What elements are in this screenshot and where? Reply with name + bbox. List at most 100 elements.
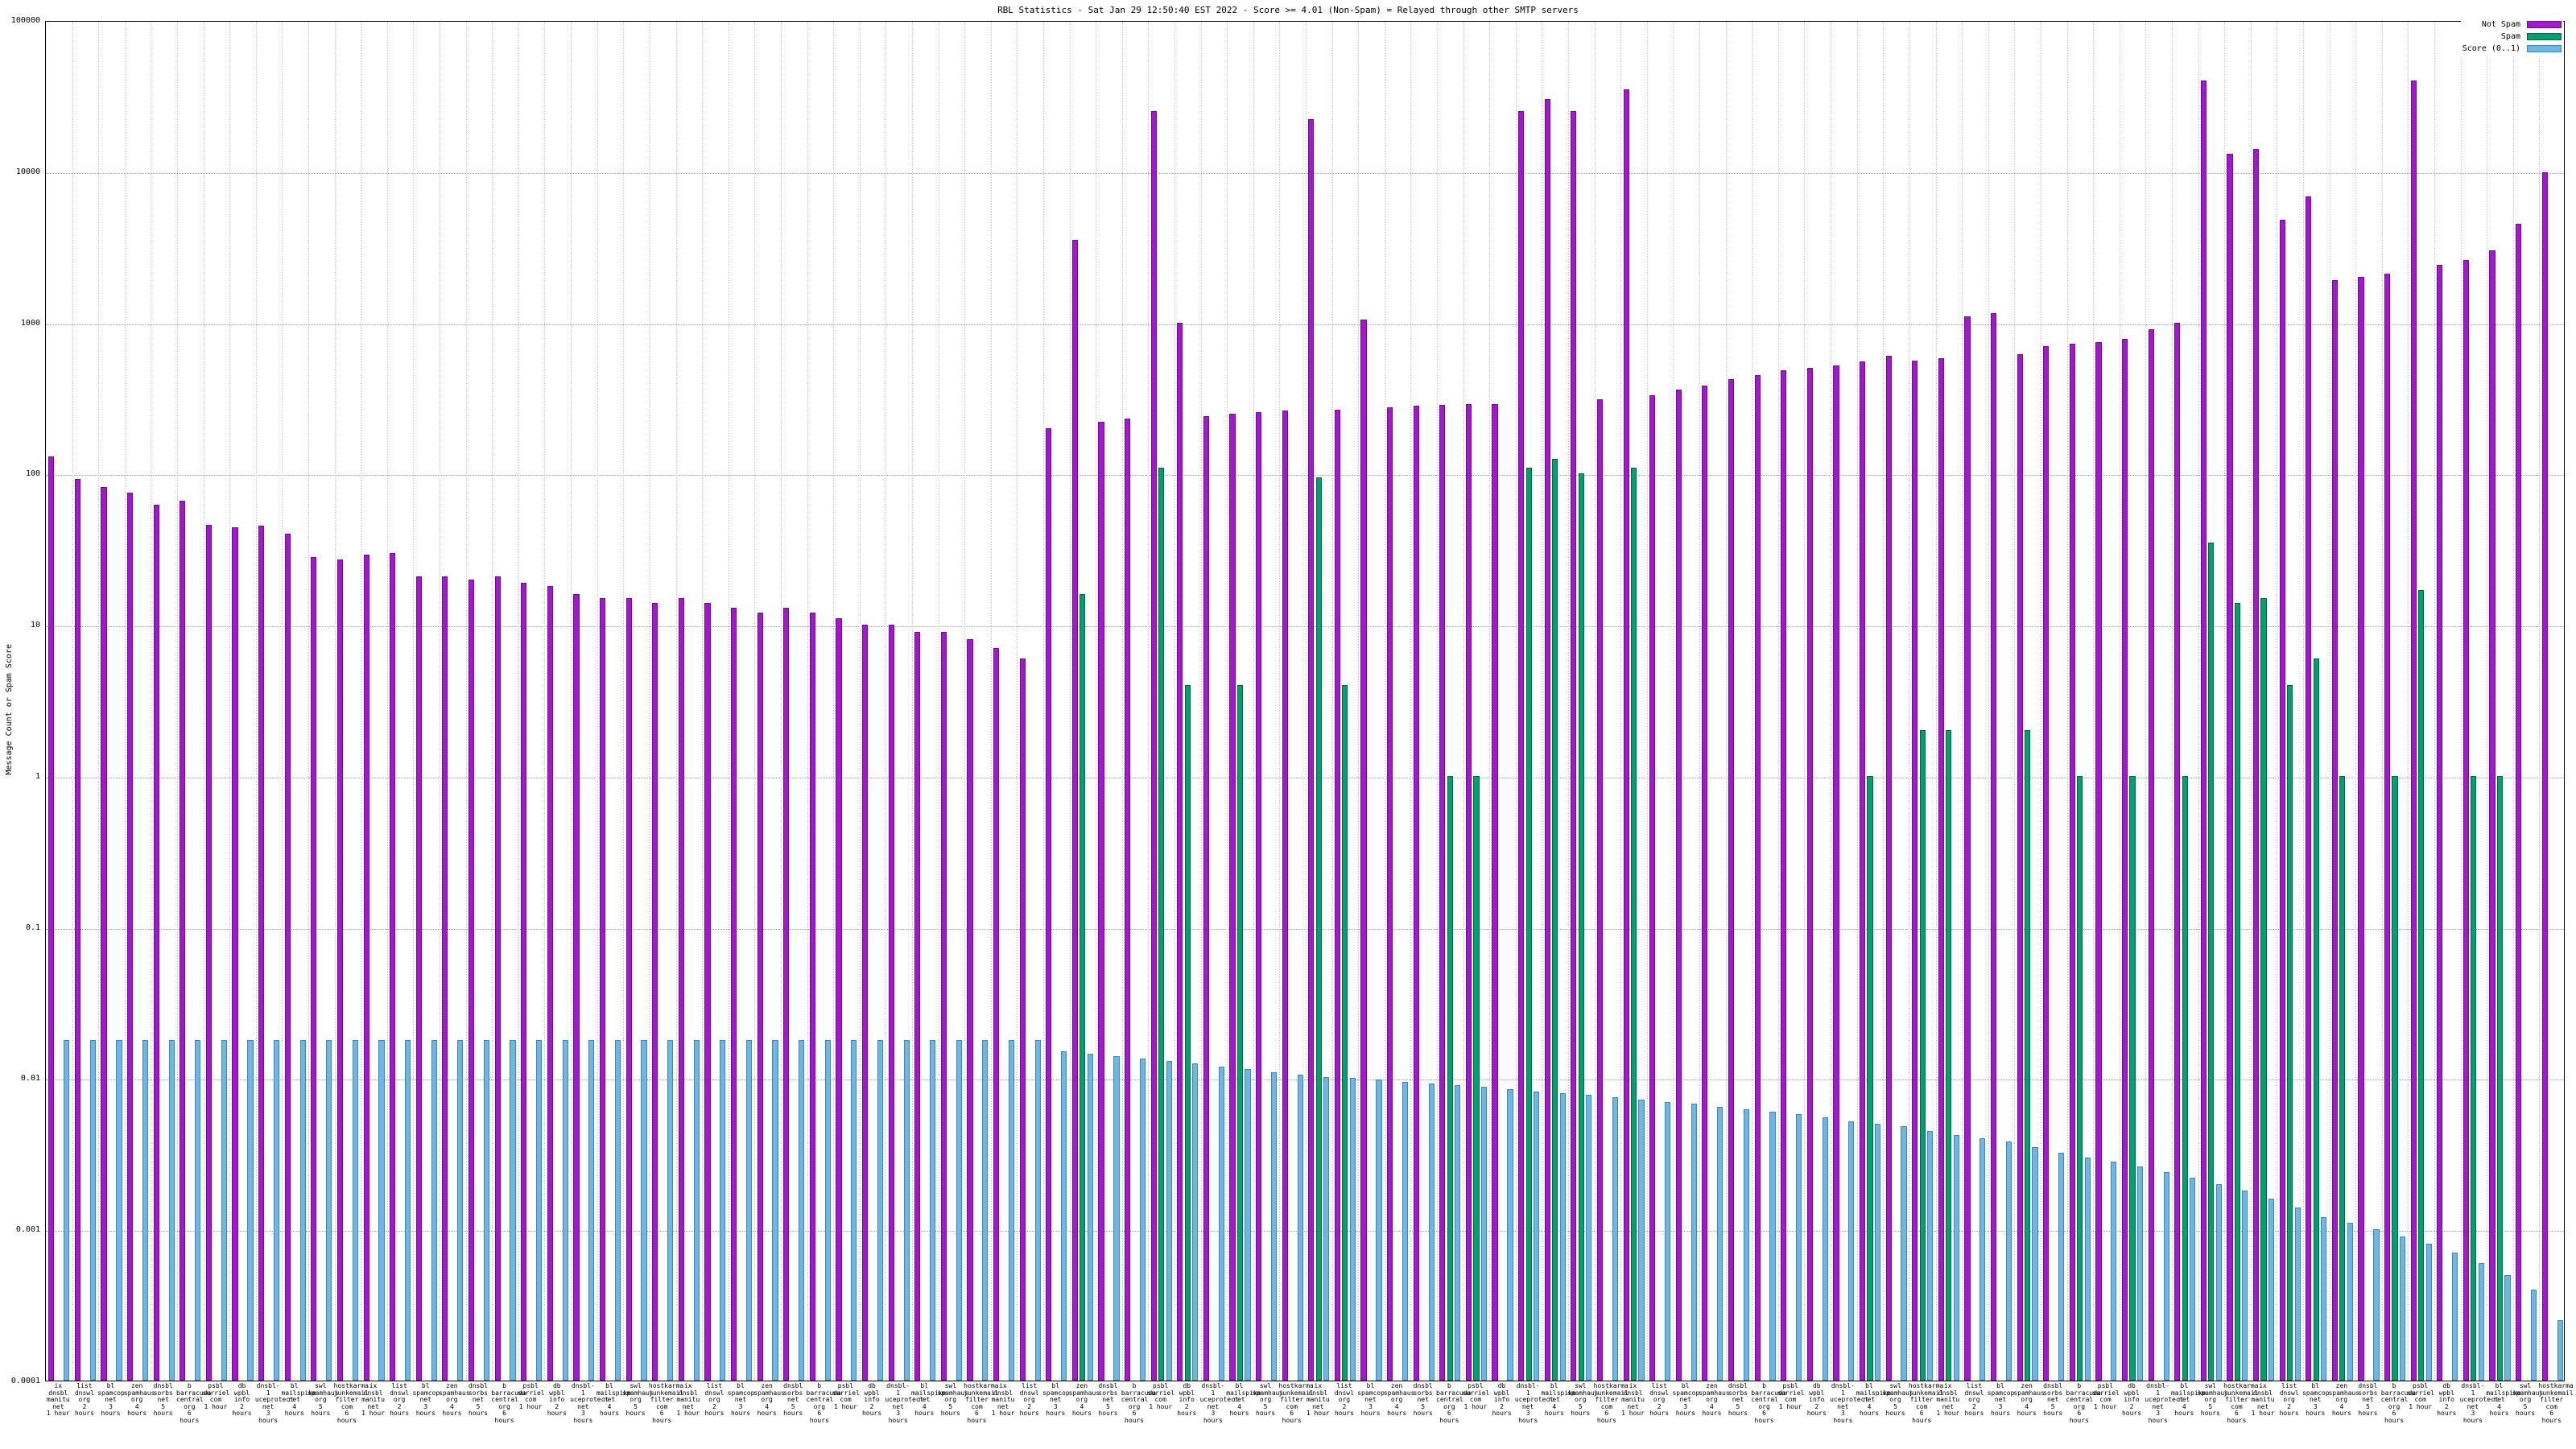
- bar-score-0-1: [745, 1039, 753, 1381]
- x-axis-label: list dnswl org 2 hours: [704, 1382, 724, 1417]
- h-gridline: [46, 928, 2564, 930]
- v-gridline: [2302, 22, 2304, 1381]
- h-gridline: [46, 475, 2564, 477]
- bar-not-spam: [1177, 322, 1183, 1381]
- v-gridline: [98, 22, 100, 1381]
- bar-not-spam: [415, 576, 422, 1381]
- bar-not-spam: [2437, 265, 2443, 1381]
- x-axis-label: hostkarma junkemail filter com 6 hours: [2538, 1382, 2574, 1424]
- v-gridline: [1568, 22, 1570, 1381]
- bar-score-0-1: [247, 1039, 254, 1381]
- x-axis-label: hostkarma junkemail filter com 6 hours: [964, 1382, 999, 1424]
- bar-not-spam: [993, 648, 1000, 1381]
- bar-score-0-1: [483, 1039, 489, 1381]
- v-gridline: [1777, 22, 1779, 1381]
- v-gridline: [1069, 22, 1071, 1381]
- v-gridline: [2408, 22, 2409, 1381]
- bar-score-0-1: [1428, 1084, 1435, 1381]
- bar-not-spam: [1938, 357, 1944, 1381]
- bar-score-0-1: [2215, 1183, 2222, 1381]
- v-gridline: [1909, 22, 1910, 1381]
- bar-spam: [1552, 459, 1558, 1381]
- y-tick-label: 0.01: [20, 1074, 40, 1084]
- bar-not-spam: [336, 559, 344, 1381]
- bar-score-0-1: [588, 1039, 595, 1381]
- bar-not-spam: [1675, 389, 1682, 1381]
- v-gridline: [465, 22, 467, 1381]
- bar-not-spam: [2279, 219, 2285, 1381]
- bar-score-0-1: [378, 1039, 385, 1381]
- x-axis-label: dnsbl sorbs net 5 hours: [1413, 1382, 1433, 1417]
- bar-score-0-1: [405, 1039, 411, 1381]
- bar-not-spam: [2462, 259, 2470, 1381]
- x-axis-label: list dnswl org 2 hours: [1964, 1382, 1984, 1417]
- bar-spam: [2182, 775, 2188, 1381]
- bar-score-0-1: [1796, 1113, 1802, 1381]
- bar-score-0-1: [562, 1039, 568, 1381]
- x-axis-label: dnsbl-1 uceprotect net 3 hours: [254, 1382, 294, 1424]
- v-gridline: [990, 22, 992, 1381]
- bar-not-spam: [1125, 419, 1131, 1381]
- bar-not-spam: [2121, 338, 2128, 1381]
- bar-score-0-1: [1507, 1088, 1513, 1381]
- bar-score-0-1: [299, 1039, 306, 1381]
- v-gridline: [2093, 22, 2095, 1381]
- bar-not-spam: [521, 582, 527, 1381]
- y-tick-label: 0.0001: [10, 1377, 40, 1385]
- bar-score-0-1: [956, 1039, 962, 1381]
- bar-not-spam: [311, 557, 317, 1381]
- bar-not-spam: [1833, 365, 1839, 1381]
- bar-score-0-1: [1008, 1039, 1015, 1381]
- x-axis-label: b barracuda central org 6 hours: [176, 1382, 212, 1424]
- bar-score-0-1: [2373, 1229, 2380, 1381]
- x-axis-label: b barracuda central org 6 hours: [2066, 1382, 2101, 1424]
- bar-spam: [1630, 467, 1637, 1381]
- bar-score-0-1: [2190, 1177, 2196, 1381]
- v-gridline: [2539, 22, 2541, 1381]
- bar-not-spam: [704, 602, 711, 1381]
- bar-score-0-1: [89, 1039, 96, 1381]
- x-axis-label: bl spamcop net 3 hours: [1042, 1382, 1070, 1417]
- bar-spam: [2339, 775, 2346, 1381]
- x-axis-label: zen spamhaus org 4 hours: [1699, 1382, 1730, 1417]
- v-gridline: [1410, 22, 1412, 1381]
- bar-not-spam: [1387, 407, 1393, 1381]
- v-gridline: [1174, 22, 1175, 1381]
- v-gridline: [1358, 22, 1360, 1381]
- bar-score-0-1: [1218, 1066, 1224, 1381]
- v-gridline: [413, 22, 415, 1381]
- bar-not-spam: [1754, 374, 1761, 1381]
- x-axis-label: dnsbl sorbs net 5 hours: [2043, 1382, 2063, 1417]
- bar-not-spam: [101, 486, 107, 1381]
- v-gridline: [1673, 22, 1674, 1381]
- x-axis-label: db wpbl info 2 hours: [232, 1382, 252, 1417]
- x-axis-label: swl spamhaus org 5 hours: [1252, 1382, 1284, 1417]
- v-gridline: [1804, 22, 1806, 1381]
- x-axis-label: dnsbl-1 uceprotect net 3 hours: [1830, 1382, 1869, 1424]
- bar-not-spam: [2541, 172, 2548, 1381]
- bar-not-spam: [2227, 154, 2233, 1381]
- v-gridline: [177, 22, 179, 1381]
- bar-score-0-1: [2557, 1320, 2563, 1381]
- v-gridline: [229, 22, 231, 1381]
- x-axis-label: dnsbl-1 uceprotect net 3 hours: [570, 1382, 609, 1424]
- bar-score-0-1: [142, 1039, 149, 1381]
- x-axis-label: list dnswl org 2 hours: [74, 1382, 94, 1417]
- bar-not-spam: [153, 505, 159, 1381]
- bar-score-0-1: [1245, 1069, 1251, 1381]
- x-axis-label: b barracuda central org 6 hours: [491, 1382, 526, 1424]
- bar-not-spam: [1596, 399, 1604, 1381]
- bar-not-spam: [836, 618, 842, 1381]
- v-gridline: [255, 22, 257, 1381]
- v-gridline: [859, 22, 861, 1381]
- bar-score-0-1: [1192, 1063, 1199, 1381]
- x-axis-label: psbl surriel com 1 hour: [1147, 1382, 1175, 1410]
- v-gridline: [1279, 22, 1281, 1381]
- bar-not-spam: [2331, 280, 2338, 1381]
- bar-not-spam: [1150, 111, 1157, 1381]
- bar-score-0-1: [510, 1039, 516, 1381]
- x-axis-label: ix dnsbl manitu net 1 hour: [1936, 1382, 1960, 1417]
- bar-spam: [2129, 775, 2136, 1381]
- bar-spam: [2234, 602, 2241, 1381]
